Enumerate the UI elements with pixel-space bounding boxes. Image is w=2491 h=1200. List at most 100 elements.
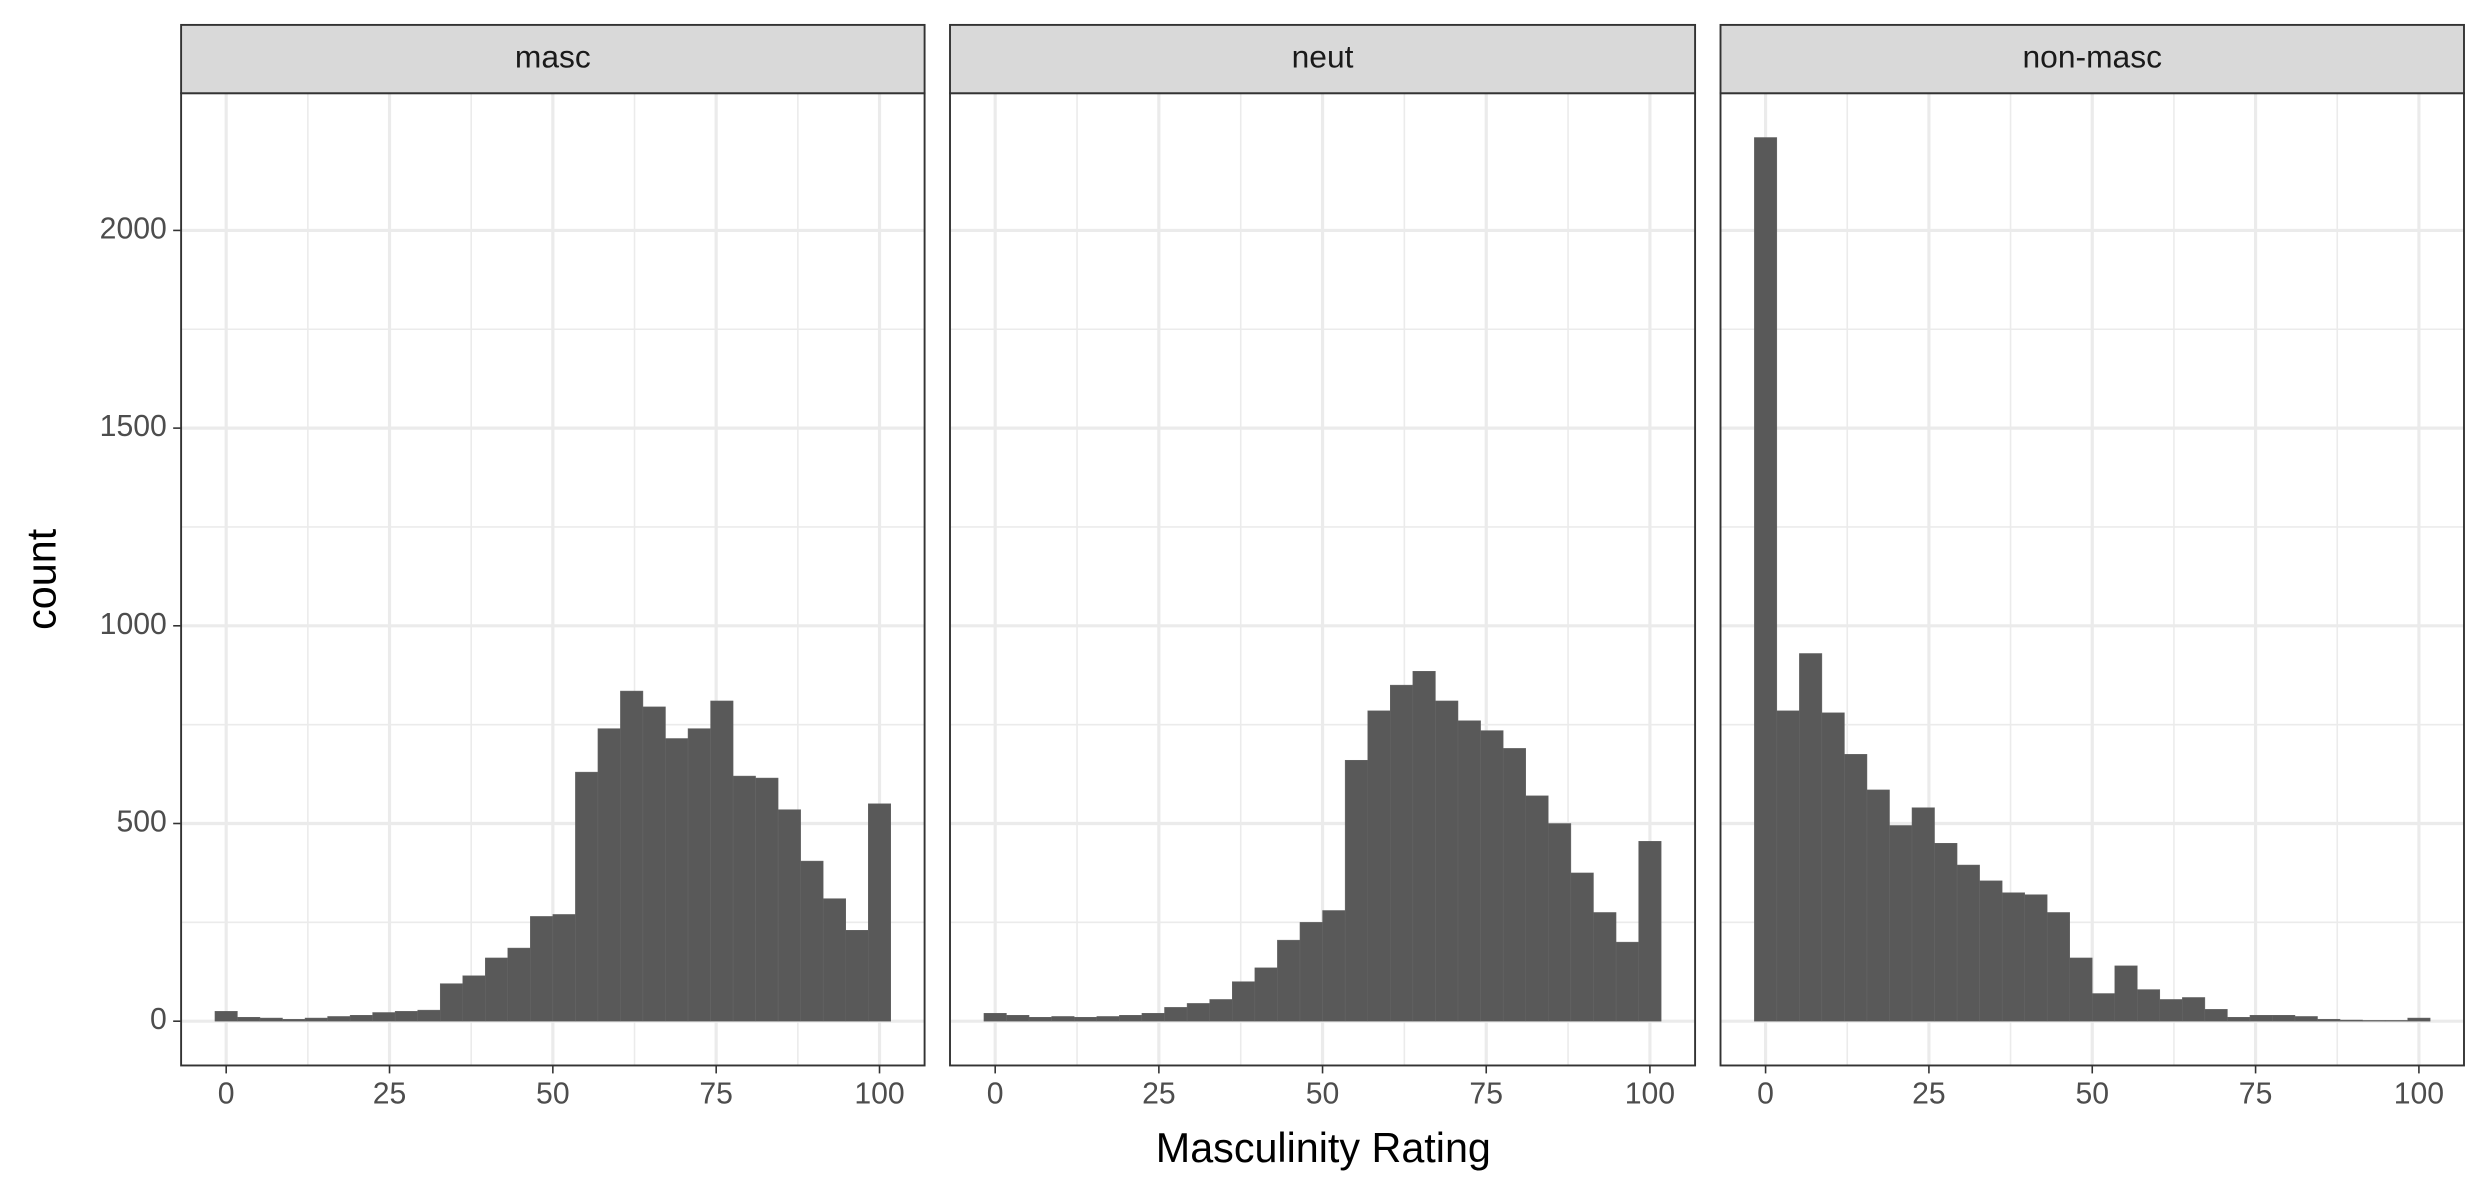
y-tick-label: 500 (116, 805, 166, 838)
bar (417, 1009, 441, 1022)
bar (2339, 1019, 2363, 1022)
y-axis-title: count (18, 528, 64, 630)
bar (2092, 993, 2116, 1022)
bar (237, 1016, 261, 1022)
bar (372, 1012, 396, 1022)
bar (1844, 754, 1868, 1022)
bar (2001, 892, 2025, 1022)
bar (1209, 999, 1233, 1022)
bar (2159, 999, 2183, 1022)
x-tick-label: 100 (854, 1078, 904, 1111)
bar (2204, 1009, 2228, 1022)
bar (575, 771, 599, 1022)
strip-label: neut (1292, 38, 1354, 74)
bar (1119, 1015, 1143, 1022)
bar (1435, 700, 1459, 1022)
x-tick-label: 50 (2075, 1078, 2109, 1111)
strip (1719, 23, 2465, 95)
bar (1776, 710, 1800, 1022)
bar (1096, 1016, 1120, 1022)
bar (2137, 989, 2161, 1022)
bar (597, 728, 621, 1022)
bar (2024, 894, 2048, 1022)
bar (1412, 671, 1436, 1022)
bar (1390, 684, 1414, 1022)
bar (1051, 1016, 1075, 1022)
strip (180, 23, 926, 95)
bar (327, 1016, 351, 1022)
bar (394, 1011, 418, 1022)
bar (530, 916, 554, 1022)
x-tick-label: 75 (2239, 1078, 2273, 1111)
x-tick-label: 100 (2394, 1078, 2444, 1111)
bar (1593, 912, 1617, 1022)
bar (2114, 965, 2138, 1022)
strip (949, 23, 1697, 95)
x-tick-label: 0 (1757, 1078, 1774, 1111)
bar (552, 914, 576, 1022)
bar (1299, 922, 1323, 1022)
y-tick-label: 0 (150, 1003, 167, 1036)
bar (485, 957, 509, 1022)
x-tick-label: 0 (218, 1078, 235, 1111)
bar (1028, 1016, 1052, 1022)
bar (1866, 789, 1890, 1022)
bar (1073, 1016, 1098, 1022)
bar (214, 1011, 238, 1022)
bar (2317, 1018, 2341, 1022)
bar (1799, 653, 1823, 1022)
bar (1502, 748, 1526, 1022)
x-tick-label: 100 (1625, 1078, 1675, 1111)
bar (1367, 710, 1391, 1022)
x-tick-label: 75 (699, 1078, 733, 1111)
bar (642, 706, 666, 1022)
bar (439, 983, 463, 1022)
bar (2362, 1020, 2386, 1022)
bar (1889, 825, 1913, 1022)
bar (777, 809, 801, 1022)
bar (1344, 759, 1368, 1022)
bar (2227, 1016, 2251, 1022)
bar (732, 775, 756, 1022)
x-tick-label: 25 (1912, 1078, 1946, 1111)
bar (1254, 967, 1278, 1022)
bar (349, 1015, 373, 1022)
bar (304, 1017, 328, 1022)
bar (2294, 1016, 2318, 1022)
bar (1141, 1013, 1165, 1022)
bar (1615, 941, 1639, 1022)
bar (2249, 1015, 2273, 1022)
bar (665, 738, 689, 1022)
bar (2046, 912, 2070, 1022)
x-tick-label: 50 (1306, 1078, 1340, 1111)
bar (2182, 997, 2206, 1022)
bar (507, 947, 531, 1022)
bar (1480, 730, 1504, 1022)
bar (1934, 843, 1958, 1022)
strip-label: non-masc (2023, 38, 2163, 74)
bar (282, 1018, 306, 1022)
bar (1277, 939, 1301, 1022)
bar (1232, 981, 1256, 1022)
bar (1548, 823, 1572, 1022)
x-tick-label: 25 (373, 1078, 407, 1111)
bar (1322, 910, 1346, 1022)
bar (1164, 1007, 1188, 1022)
bar (2407, 1017, 2431, 1022)
bar (2272, 1015, 2296, 1022)
bar (710, 700, 734, 1022)
bar (462, 975, 486, 1022)
strip-label: masc (515, 38, 591, 74)
bar (755, 777, 779, 1022)
y-tick-label: 2000 (100, 212, 167, 245)
bar (620, 690, 644, 1022)
x-tick-label: 50 (536, 1078, 570, 1111)
x-tick-label: 0 (987, 1078, 1004, 1111)
bar (1979, 880, 2003, 1022)
x-tick-label: 75 (1469, 1078, 1503, 1111)
bar (2069, 957, 2093, 1022)
bar (1821, 712, 1845, 1022)
bar (1956, 864, 1980, 1022)
